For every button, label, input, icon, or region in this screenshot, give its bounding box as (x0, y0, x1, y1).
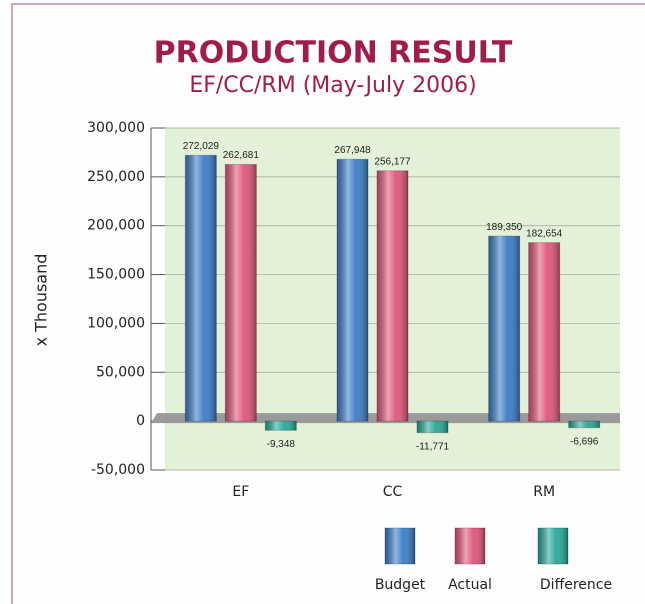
bar-shine (337, 159, 368, 421)
y-axis-label: x Thousand (32, 254, 51, 347)
legend-label: Difference (540, 577, 612, 593)
value-label: -11,771 (416, 441, 450, 452)
x-tick-label: CC (383, 484, 403, 500)
legend-label: Actual (448, 577, 492, 593)
chart: PRODUCTION RESULT EF/CC/RM (May-July 200… (0, 0, 645, 604)
bar-shine (185, 155, 216, 421)
value-label: 256,177 (374, 156, 411, 167)
bar-shine (489, 236, 520, 421)
bar-shine (417, 421, 448, 433)
value-label: 189,350 (486, 222, 523, 233)
y-tick-label: -50,000 (91, 462, 145, 478)
bar-shine (225, 164, 256, 421)
y-tick-label: 0 (136, 413, 145, 429)
y-tick-label: 50,000 (96, 364, 145, 380)
y-tick-label: 100,000 (87, 315, 145, 331)
x-tick-label: EF (232, 484, 249, 500)
y-tick-label: 250,000 (87, 169, 145, 185)
legend-label: Budget (375, 577, 426, 593)
bar-shine (569, 421, 600, 428)
y-tick-label: 300,000 (87, 120, 145, 136)
value-label: -9,348 (267, 439, 296, 450)
legend-shine (455, 528, 485, 564)
value-label: -6,696 (570, 436, 599, 447)
chart-title: PRODUCTION RESULT (154, 36, 513, 71)
value-label: 267,948 (334, 145, 371, 156)
legend-shine (538, 528, 568, 564)
y-tick-label: 150,000 (87, 267, 145, 283)
y-tick-label: 200,000 (87, 218, 145, 234)
bar-shine (265, 421, 296, 430)
value-label: 272,029 (183, 141, 220, 152)
value-label: 182,654 (526, 228, 563, 239)
chart-subtitle: EF/CC/RM (May-July 2006) (189, 73, 476, 98)
value-label: 262,681 (223, 150, 260, 161)
bar-shine (529, 243, 560, 421)
bar-shine (377, 171, 408, 421)
legend-shine (385, 528, 415, 564)
x-tick-label: RM (533, 484, 555, 500)
